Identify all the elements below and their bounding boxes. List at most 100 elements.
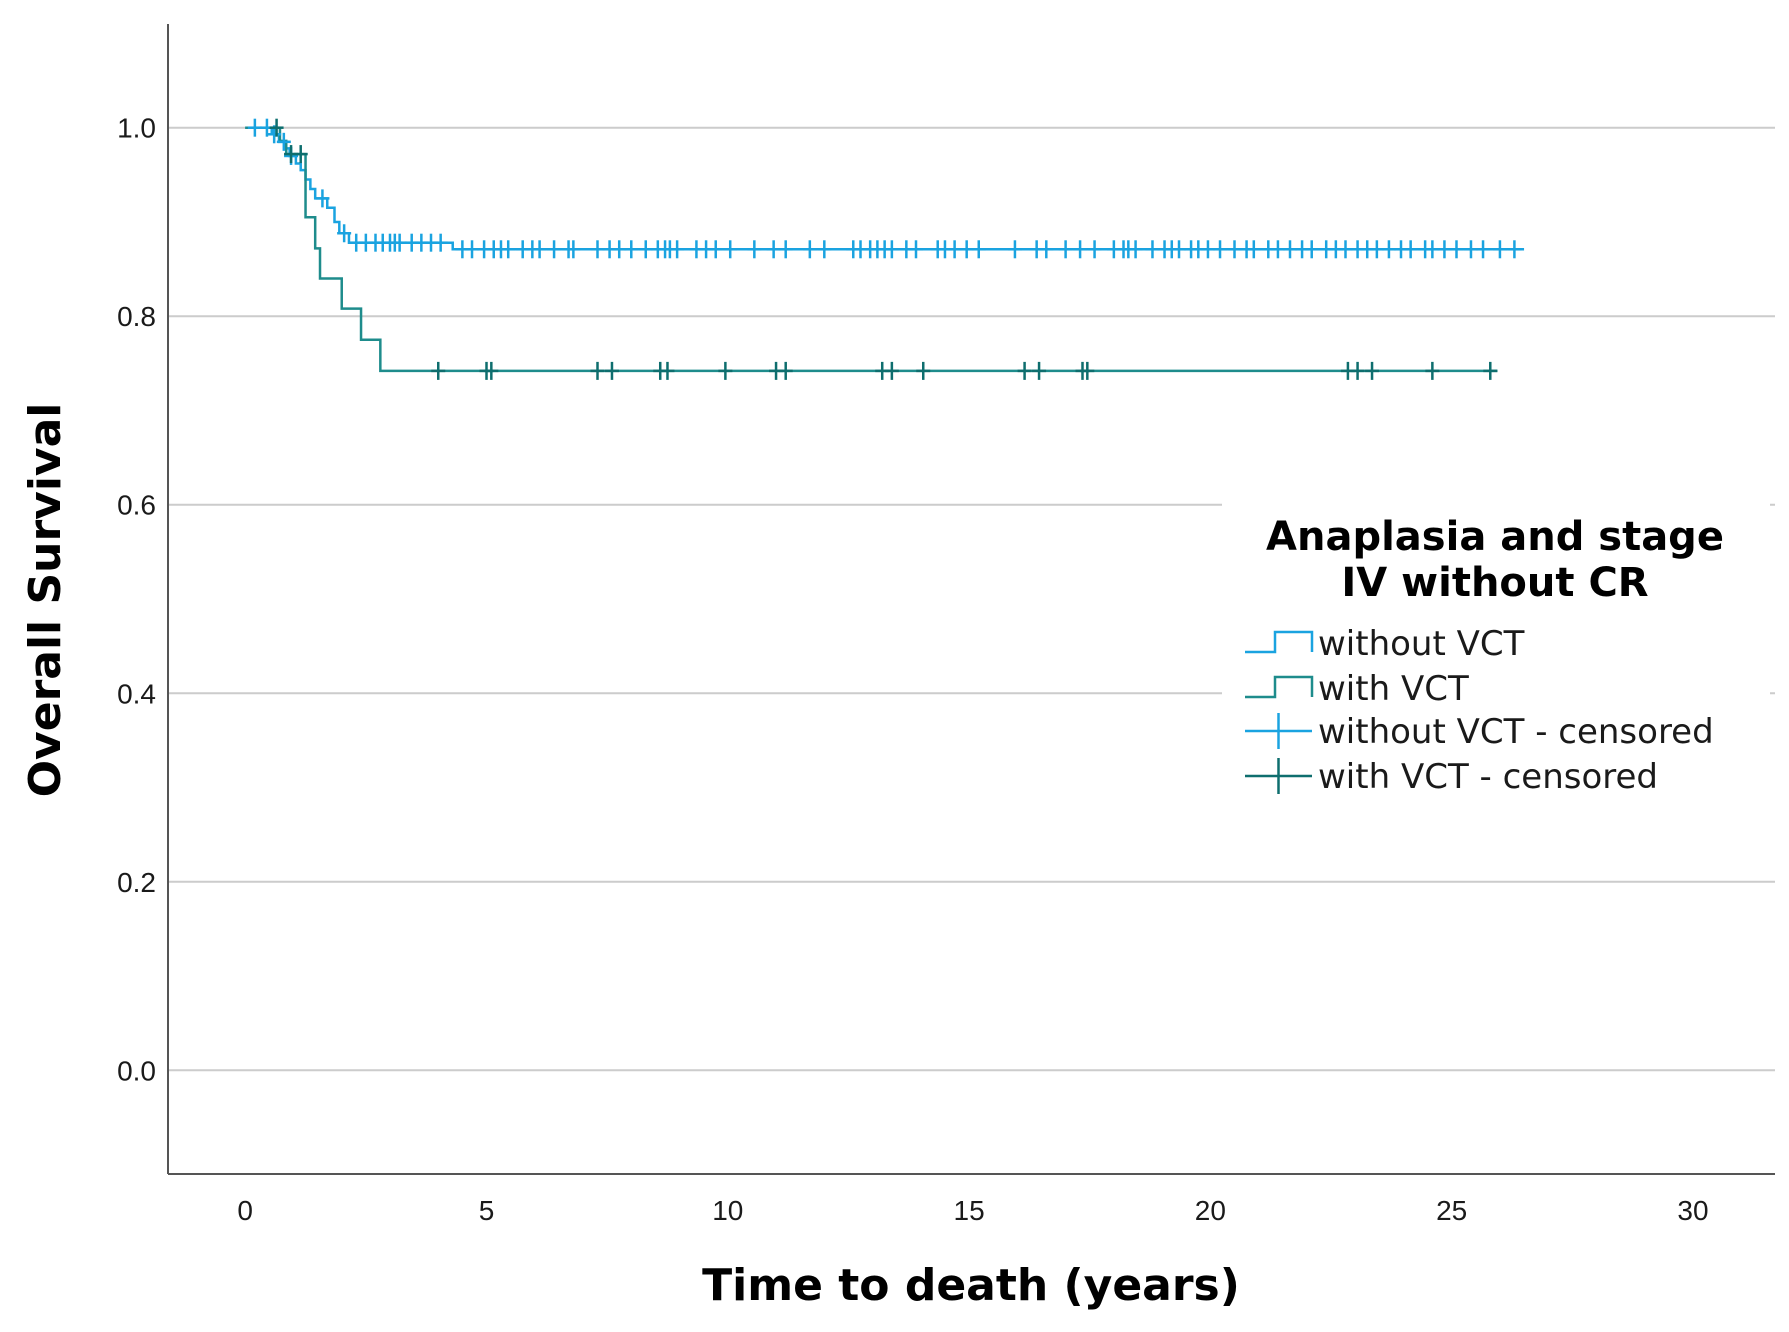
censor-mark bbox=[1283, 240, 1298, 259]
legend-label: without VCT bbox=[1318, 624, 1525, 664]
axes bbox=[167, 24, 1775, 1175]
y-tick-label: 0.2 bbox=[117, 867, 156, 898]
censor-marks bbox=[247, 118, 1522, 380]
censor-mark bbox=[293, 145, 308, 164]
y-tick-label: 1.0 bbox=[117, 113, 156, 144]
legend: Anaplasia and stage IV without CR withou… bbox=[1222, 495, 1770, 817]
x-tick-label: 20 bbox=[1195, 1195, 1226, 1226]
censor-mark bbox=[604, 361, 619, 380]
censor-mark bbox=[670, 240, 685, 259]
censor-mark bbox=[547, 240, 562, 259]
censor-mark bbox=[315, 189, 330, 208]
censor-mark bbox=[660, 361, 675, 380]
censor-mark bbox=[1403, 240, 1418, 259]
censor-mark bbox=[1172, 240, 1187, 259]
censor-mark bbox=[723, 240, 738, 259]
censor-mark bbox=[916, 361, 931, 380]
censor-mark bbox=[971, 240, 986, 259]
censor-mark bbox=[269, 118, 284, 137]
censor-mark bbox=[1507, 240, 1522, 259]
censor-mark bbox=[778, 240, 793, 259]
censor-mark bbox=[1007, 240, 1022, 259]
legend-title-line-1: Anaplasia and stage bbox=[1266, 514, 1724, 560]
censor-mark bbox=[590, 361, 605, 380]
legend-background bbox=[1222, 495, 1770, 817]
censor-mark bbox=[1365, 361, 1380, 380]
censor-mark bbox=[1017, 361, 1032, 380]
legend-step-swatch bbox=[1245, 675, 1314, 699]
gridlines bbox=[168, 126, 1775, 1072]
censor-mark bbox=[718, 361, 733, 380]
censor-mark bbox=[1145, 240, 1160, 259]
censor-mark bbox=[1483, 361, 1498, 380]
censor-mark bbox=[624, 240, 639, 259]
y-tick-label: 0.0 bbox=[117, 1055, 156, 1086]
censor-mark bbox=[1463, 240, 1478, 259]
legend-step-swatch bbox=[1245, 630, 1314, 654]
censor-mark bbox=[909, 240, 924, 259]
censor-mark bbox=[392, 233, 407, 252]
legend-label: without VCT - censored bbox=[1318, 712, 1714, 752]
censor-mark bbox=[1369, 240, 1384, 259]
censor-mark bbox=[501, 240, 516, 259]
censor-mark bbox=[1270, 240, 1285, 259]
censor-mark bbox=[747, 240, 762, 259]
censor-mark bbox=[465, 240, 480, 259]
legend-entry: without VCT - censored bbox=[1245, 712, 1714, 752]
censor-mark bbox=[1304, 240, 1319, 259]
censor-mark bbox=[1039, 240, 1054, 259]
x-tick-label: 30 bbox=[1677, 1195, 1708, 1226]
censor-mark bbox=[612, 240, 627, 259]
censor-mark bbox=[1246, 240, 1261, 259]
censor-mark bbox=[1080, 361, 1095, 380]
censor-mark bbox=[1476, 240, 1491, 259]
censor-mark bbox=[1425, 361, 1440, 380]
censor-mark bbox=[1227, 240, 1242, 259]
censor-mark bbox=[884, 240, 899, 259]
x-tick-label: 15 bbox=[954, 1195, 985, 1226]
censor-mark bbox=[1338, 240, 1353, 259]
censor-mark bbox=[1449, 240, 1464, 259]
y-axis-title: Overall Survival bbox=[20, 403, 71, 798]
censor-mark bbox=[947, 240, 962, 259]
censor-mark bbox=[1425, 240, 1440, 259]
y-tick-label: 0.6 bbox=[117, 490, 156, 521]
y-tick-labels: 0.0 0.2 0.4 0.6 0.8 1.0 bbox=[117, 113, 156, 1087]
x-tick-label: 25 bbox=[1436, 1195, 1467, 1226]
x-tick-label: 0 bbox=[237, 1195, 253, 1226]
censor-mark bbox=[532, 240, 547, 259]
censor-mark bbox=[431, 361, 446, 380]
x-axis-title: Time to death (years) bbox=[702, 1260, 1240, 1311]
censor-mark bbox=[1492, 240, 1507, 259]
censor-mark bbox=[1381, 240, 1396, 259]
censor-mark bbox=[337, 224, 352, 243]
censor-mark bbox=[1350, 361, 1365, 380]
x-tick-labels: 0 5 10 15 20 25 30 bbox=[237, 1195, 1708, 1226]
censor-mark bbox=[1058, 240, 1073, 259]
censor-mark bbox=[766, 240, 781, 259]
censor-mark bbox=[247, 118, 262, 137]
censor-mark bbox=[638, 240, 653, 259]
x-tick-label: 5 bbox=[479, 1195, 495, 1226]
legend-label: with VCT - censored bbox=[1318, 757, 1658, 797]
censor-mark bbox=[817, 240, 832, 259]
censor-mark bbox=[708, 240, 723, 259]
legend-label: with VCT bbox=[1318, 669, 1469, 709]
legend-entry: with VCT bbox=[1245, 669, 1469, 709]
censor-mark bbox=[566, 240, 581, 259]
censor-mark bbox=[884, 361, 899, 380]
censor-mark bbox=[1087, 240, 1102, 259]
censor-mark bbox=[433, 233, 448, 252]
legend-title-line-2: IV without CR bbox=[1341, 560, 1648, 606]
censor-mark bbox=[802, 240, 817, 259]
censor-mark bbox=[959, 240, 974, 259]
y-tick-label: 0.8 bbox=[117, 301, 156, 332]
legend-entry: without VCT bbox=[1245, 624, 1525, 664]
x-tick-label: 10 bbox=[712, 1195, 743, 1226]
censor-mark bbox=[1128, 240, 1143, 259]
censor-mark bbox=[1073, 240, 1088, 259]
censor-mark bbox=[484, 361, 499, 380]
legend-entry: with VCT - censored bbox=[1245, 757, 1658, 797]
